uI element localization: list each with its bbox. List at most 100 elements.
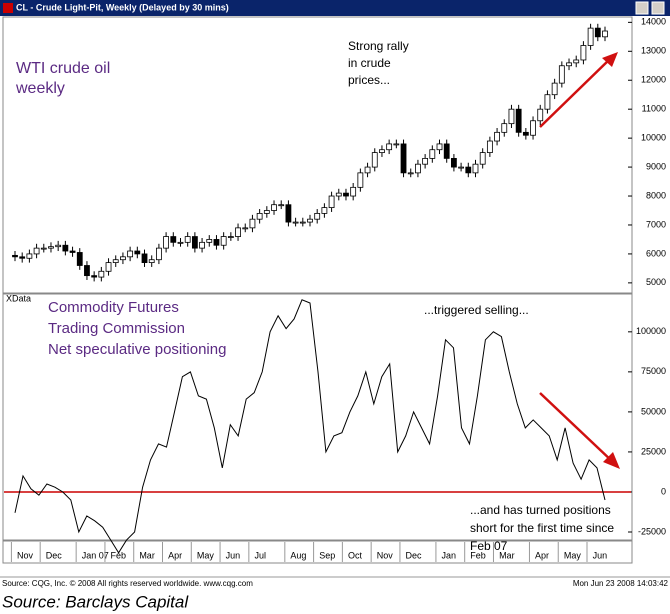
candle-body [501,123,508,133]
candle-body [551,82,558,96]
y-tick-label: 12000 [641,75,666,85]
candle-body [299,221,306,224]
minimize-button[interactable] [635,1,649,15]
y-tick-label: 0 [661,486,666,496]
candle-body [364,166,371,174]
candle-body [465,166,472,174]
candle-body [594,27,601,38]
x-tick-label: Aug [290,550,306,560]
x-tick-label: Nov [377,550,394,560]
candle-body [285,204,292,223]
time-axis [2,540,633,564]
annotation: in crude [348,56,391,70]
close-button[interactable] [651,1,665,15]
candle-body [314,212,321,220]
y-tick-label: 8000 [646,190,666,200]
candle-body [422,157,429,165]
candle-body [220,236,227,246]
x-tick-label: Mar [499,550,515,560]
candle-body [134,250,141,255]
candle-body [558,65,565,84]
candle-body [148,259,155,264]
window-title: CL - Crude Light-Pit, Weekly (Delayed by… [16,2,229,12]
x-tick-label: Nov [17,550,34,560]
candle-body [199,241,205,249]
y-tick-label: -25000 [638,526,666,536]
candle-body [235,227,241,237]
candle-body [429,149,436,159]
y-tick-label: 50000 [641,406,666,416]
candle-body [350,186,357,197]
candle-body [227,236,234,238]
candle-body [249,218,256,229]
y-tick-label: 9000 [646,161,666,171]
annotation: ...and has turned positions [470,503,611,517]
candle-body [120,256,126,261]
x-tick-label: Apr [168,550,182,560]
candle-body [206,239,213,243]
candle-body [335,192,342,197]
candle-body [98,270,105,278]
annotation: Feb 07 [470,539,508,553]
candle-body [307,218,313,223]
candle-body [458,166,464,169]
candle-body [415,163,421,174]
candle-body [292,221,299,224]
candle-body [602,30,608,38]
footer-left: Source: CQG, Inc. © 2008 All rights rese… [2,579,253,588]
annotation: WTI crude oil [16,60,110,77]
candle-body [69,250,76,253]
candle-body [213,239,220,246]
candle-body [587,27,594,46]
candle-body [328,195,335,209]
candle-body [443,143,450,159]
candle-body [494,131,500,142]
candle-body [472,163,479,174]
candle-body [177,241,184,244]
candle-body [105,262,112,272]
candle-body [19,256,26,259]
candle-body [256,212,263,220]
candle-body [242,227,249,230]
candle-body [33,247,40,255]
candle-body [112,259,119,264]
x-tick-label: May [197,550,215,560]
selling-arrow [539,392,620,469]
candle-body [371,152,378,168]
candle-body [544,94,551,110]
candle-body [76,252,83,266]
annotation: Commodity Futures [48,299,179,316]
candle-body [62,244,69,252]
candle-body [141,253,148,264]
candle-body [156,247,162,261]
top-panel [2,16,633,294]
panel-label: XData [6,293,31,303]
y-tick-label: 13000 [641,46,666,56]
candle-body [191,236,198,249]
candle-body [573,59,580,64]
candle-body [12,254,18,258]
candle-body [184,236,191,243]
candle-body [321,207,328,214]
candle-body [48,246,54,249]
candle-body [400,143,407,174]
x-tick-label: Jul [254,550,266,560]
y-tick-label: 75000 [641,366,666,376]
y-tick-label: 10000 [641,133,666,143]
x-tick-label: Jan 07 [82,550,109,560]
x-tick-label: Oct [348,550,363,560]
rally-arrow [539,52,618,128]
y-tick-label: 6000 [646,248,666,258]
x-tick-label: Jun [226,550,241,560]
y-tick-label: 11000 [642,104,666,114]
net-position-line [14,299,606,554]
candle-body [566,62,572,67]
candle-body [26,253,33,259]
candle-body [386,143,393,151]
candle-body [580,45,587,61]
annotation: ...triggered selling... [424,303,529,317]
y-tick-label: 100000 [636,326,666,336]
x-tick-label: Dec [406,550,423,560]
footer-right: Mon Jun 23 2008 14:03:42 [573,579,669,588]
